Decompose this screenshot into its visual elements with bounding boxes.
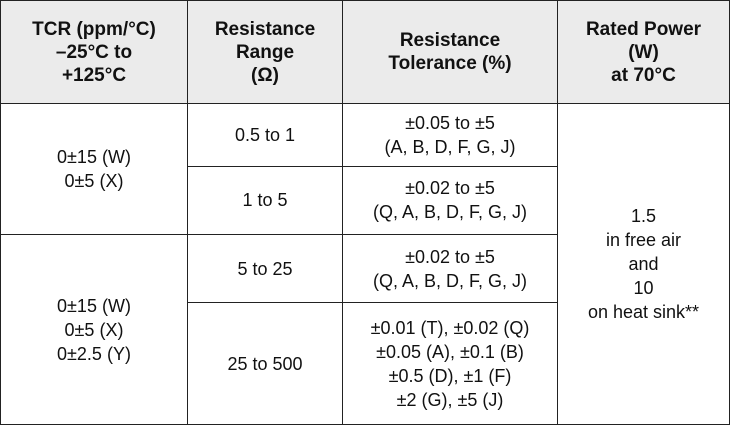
- tcr-value: 0±2.5 (Y): [57, 343, 131, 364]
- tolerance-cell: ±0.01 (T), ±0.02 (Q) ±0.05 (A), ±0.1 (B)…: [342, 302, 558, 425]
- header-tcr-line-1: TCR (ppm/°C): [32, 18, 156, 40]
- header-power-line-2: (W): [628, 41, 659, 63]
- tcr-value: 0±5 (X): [64, 171, 124, 192]
- tolerance-line: ±0.5 (D), ±1 (F): [388, 365, 512, 386]
- rated-power-cell: 1.5 in free air and 10 on heat sink**: [557, 103, 730, 425]
- power-line: 1.5: [630, 206, 657, 227]
- table-row: 0±15 (W) 0±5 (X) 0.5 to 1 ±0.05 to ±5 (A…: [0, 103, 730, 425]
- power-line: in free air: [605, 230, 682, 251]
- header-range-line-1: Resistance: [214, 18, 316, 40]
- tcr-value: 0±5 (X): [64, 319, 124, 340]
- tcr-value: 0±15 (W): [57, 295, 131, 316]
- tolerance-line: ±2 (G), ±5 (J): [396, 389, 504, 410]
- header-power-line-1: Rated Power: [585, 18, 702, 40]
- range-cell: 5 to 25: [187, 234, 343, 304]
- tolerance-line: ±0.05 to ±5: [405, 113, 495, 134]
- header-resistance-tolerance: Resistance Tolerance (%): [342, 0, 558, 105]
- tolerance-line: ±0.02 to ±5: [405, 246, 495, 267]
- power-line: and: [628, 254, 659, 275]
- range-cell: 1 to 5: [187, 165, 343, 236]
- tolerance-line: ±0.05 (A), ±0.1 (B): [376, 341, 524, 362]
- table-row: 1 to 5 ±0.02 to ±5 (Q, A, B, D, F, G, J): [1, 165, 730, 236]
- tcr-cell-group-1: 0±15 (W) 0±5 (X): [0, 103, 188, 236]
- header-tcr-line-2: –25°C to: [55, 41, 133, 63]
- header-resistance-range: Resistance Range (Ω): [187, 0, 343, 105]
- header-range-line-2: Range: [235, 41, 295, 63]
- header-row: TCR (ppm/°C) –25°C to +125°C Resistance …: [0, 0, 730, 105]
- range-cell: 25 to 500: [187, 302, 343, 425]
- tolerance-cell: ±0.02 to ±5 (Q, A, B, D, F, G, J): [342, 165, 558, 236]
- tolerance-line: (Q, A, B, D, F, G, J): [372, 202, 528, 223]
- header-tcr-line-3: +125°C: [61, 64, 127, 86]
- tolerance-cell: ±0.02 to ±5 (Q, A, B, D, F, G, J): [342, 234, 558, 304]
- header-range-line-3: (Ω): [251, 64, 279, 86]
- header-tolerance-line-2: Tolerance (%): [388, 53, 512, 75]
- tolerance-cell: ±0.05 to ±5 (A, B, D, F, G, J): [342, 103, 558, 167]
- tcr-value: 0±15 (W): [57, 147, 131, 168]
- table-row: 25 to 500 ±0.01 (T), ±0.02 (Q) ±0.05 (A)…: [1, 302, 730, 425]
- tcr-cell-group-2: 0±15 (W) 0±5 (X) 0±2.5 (Y): [0, 234, 188, 425]
- power-line: on heat sink**: [587, 302, 700, 323]
- header-rated-power: Rated Power (W) at 70°C: [557, 0, 730, 105]
- tolerance-line: ±0.02 to ±5: [405, 178, 495, 199]
- header-tolerance-line-1: Resistance: [399, 30, 501, 52]
- range-cell: 0.5 to 1: [187, 103, 343, 167]
- header-power-line-3: at 70°C: [611, 64, 676, 86]
- table-row: 0±15 (W) 0±5 (X) 0±2.5 (Y) 5 to 25 ±0.02…: [0, 234, 730, 425]
- tolerance-line: ±0.01 (T), ±0.02 (Q): [370, 317, 530, 338]
- header-tcr: TCR (ppm/°C) –25°C to +125°C: [0, 0, 188, 105]
- tolerance-line: (Q, A, B, D, F, G, J): [372, 270, 528, 291]
- power-line: 10: [633, 278, 654, 299]
- tolerance-line: (A, B, D, F, G, J): [384, 137, 516, 158]
